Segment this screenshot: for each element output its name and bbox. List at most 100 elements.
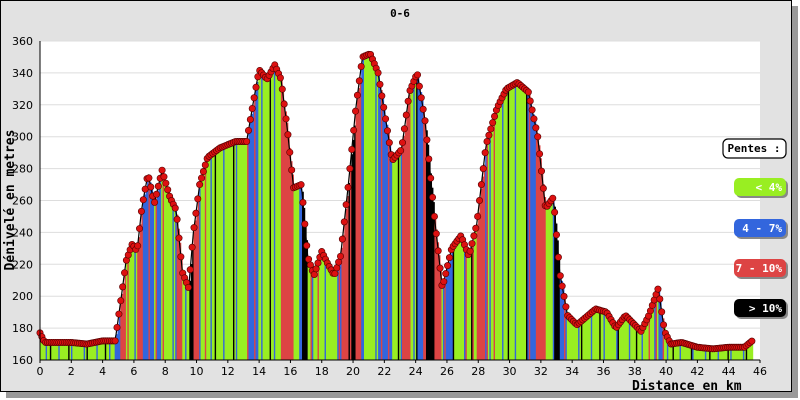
profile-bar [306,240,309,360]
profile-bar [56,342,59,360]
profile-bar [327,263,330,360]
profile-marker [432,230,440,238]
profile-bar [683,343,686,360]
profile-bar [520,85,523,361]
profile-bar [568,316,571,360]
profile-marker [280,100,288,108]
profile-bar [611,321,614,360]
profile-marker [284,131,292,139]
x-tick-label: 28 [471,365,485,378]
profile-bar [331,270,334,360]
profile-bar [73,342,76,360]
profile-bar [325,260,328,360]
profile-bar [172,202,175,360]
profile-bar [679,342,682,360]
profile-bar [349,168,352,360]
profile-bar [631,321,634,360]
profile-bar [437,242,440,360]
profile-bar [531,107,534,361]
profile-marker [352,107,360,115]
profile-bar [461,236,464,360]
profile-marker [186,266,194,274]
profile-marker [121,269,129,277]
axes [39,41,760,361]
profile-bar [352,139,355,360]
profile-bar [723,347,726,360]
profile-bar [709,348,711,360]
profile-bar [610,318,613,360]
profile-bar [548,204,551,360]
profile-bar [675,343,678,360]
profile-bar [618,324,621,360]
profile-bar [595,309,597,360]
profile-bar [527,91,530,360]
profile-marker [175,234,183,242]
profile-bar [593,310,596,360]
profile-bar [341,247,344,360]
profile-marker [425,155,433,163]
profile-bar [314,273,317,360]
profile-bar [751,341,754,360]
profile-bar [361,66,363,361]
profile-bar [303,207,306,360]
profile-bar [134,247,137,360]
profile-bar [138,237,141,360]
profile-bar [445,273,448,360]
profile-bar [289,147,292,360]
profile-marker [526,97,534,105]
profile-bar [697,347,700,360]
profile-bar [116,334,118,360]
profile-bar [232,142,235,360]
profile-bar [717,348,720,360]
profile-marker [331,270,339,278]
profile-bar [468,254,471,360]
profile-bar [190,264,193,360]
profile-marker [310,271,318,279]
x-axis-title: Distance en km [632,379,742,394]
profile-bar [285,111,287,360]
profile-bar [265,77,268,360]
profile-bar [132,244,135,360]
profile-bar [165,181,168,360]
profile-marker [252,83,260,91]
profile-marker [196,181,204,189]
profile-bar [402,146,404,360]
profile-bar [741,347,744,360]
profile-bar [418,83,421,360]
profile-bar [66,342,69,360]
profile-marker [414,71,422,79]
profile-bar [606,312,609,360]
profile-bar [403,135,406,360]
profile-bar [718,348,721,360]
profile-bar [690,345,693,360]
profile-bar [393,158,396,360]
profile-bar [724,347,727,360]
profile-bar [147,178,149,360]
profile-bar [245,141,248,360]
profile-bar [348,182,351,360]
profile-bar [175,208,178,360]
profile-bar [693,346,696,360]
profile-bar [206,161,209,360]
x-tick-label: 20 [346,365,360,378]
profile-bar [234,141,237,360]
profile-marker [276,74,284,82]
profile-marker [551,208,559,216]
profile-bar [142,202,145,360]
profile-marker [434,247,442,255]
profile-bar [737,347,740,360]
profile-marker [199,168,207,176]
profile-bar [42,338,45,360]
profile-marker [539,184,547,192]
profile-bar [658,289,661,360]
profile-bar [465,247,468,360]
profile-bar [199,188,201,360]
profile-bar [52,342,55,360]
profile-bar [359,77,362,360]
profile-bar [227,144,230,360]
profile-marker [530,115,538,123]
profile-bar [61,342,63,360]
profile-marker [399,139,407,147]
profile-bar [189,280,192,360]
profile-bar [472,241,475,360]
